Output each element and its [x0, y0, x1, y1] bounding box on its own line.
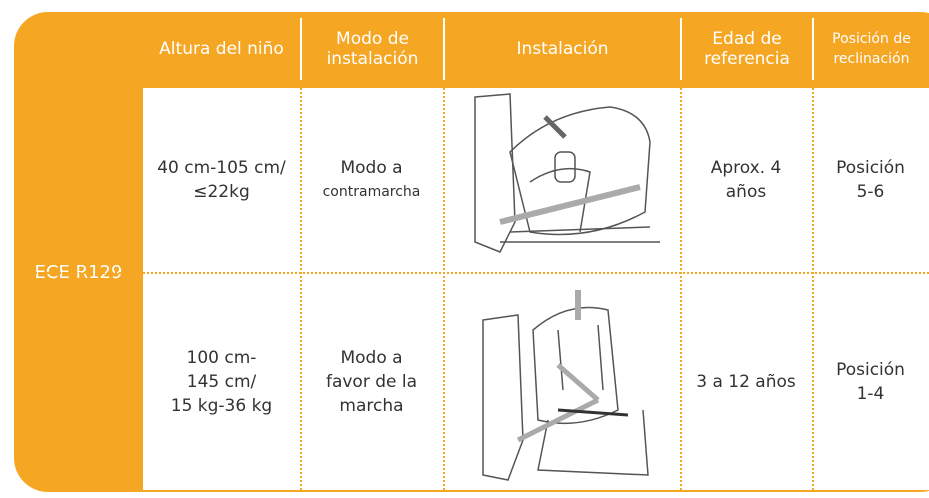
text-line: 145 cm/ [186, 372, 257, 392]
column-divider [300, 88, 302, 490]
seat-forward-facing-illustration [482, 290, 649, 481]
column-divider [812, 88, 814, 490]
text-line: 1-4 [856, 384, 885, 404]
text-line: Edad de [712, 29, 782, 49]
text-line: marcha [339, 396, 404, 416]
text-line: 5-6 [856, 182, 885, 202]
column-header: Edad de referencia [680, 18, 812, 80]
column-header: Posición de reclinación [812, 18, 929, 80]
text-line: ≤22kg [193, 182, 250, 202]
table-cell: Aprox. 4 años [680, 88, 812, 272]
text-line: 100 cm- [186, 348, 257, 368]
table-body [143, 88, 929, 490]
seat-rear-facing-illustration [474, 93, 660, 253]
text-line: Modo de [336, 29, 409, 49]
text-line: Posición [836, 158, 905, 178]
text-line: Modo a [340, 158, 403, 178]
table-cell: Posición 5-6 [812, 88, 929, 272]
table-cell: 100 cm- 145 cm/15 kg-36 kg [143, 274, 300, 490]
text-line: 3 a 12 años [696, 372, 796, 392]
table-cell: 3 a 12 años [680, 274, 812, 490]
column-header: Altura del niño [143, 18, 300, 80]
text-line: favor de la [325, 372, 418, 392]
text-line: Aprox. 4 [710, 158, 782, 178]
column-header: Modo de instalación [300, 18, 443, 80]
table-cell: 40 cm-105 cm/ ≤22kg [143, 88, 300, 272]
text-line: Posición [836, 360, 905, 380]
row-divider [14, 272, 929, 274]
table-cell: Modo a contramarcha [300, 88, 443, 272]
text-line: referencia [704, 49, 790, 69]
text-line: años [725, 182, 767, 202]
table-cell: Posición 1-4 [812, 274, 929, 490]
text-line: 40 cm-105 cm/ [157, 158, 286, 178]
text-line: contramarcha [322, 184, 421, 200]
text-line: 15 kg-36 kg [170, 396, 273, 416]
table-cell: Modo a favor de la marcha [300, 274, 443, 490]
text-line: Modo a [340, 348, 403, 368]
column-divider [443, 88, 445, 490]
text-line: Altura del niño [159, 39, 284, 59]
column-divider [680, 88, 682, 490]
text-line: Posición de [832, 31, 911, 47]
text-line: reclinación [833, 51, 910, 67]
column-header: Instalación [443, 18, 680, 80]
text-line: instalación [326, 49, 419, 69]
text-line: Instalación [516, 39, 609, 59]
